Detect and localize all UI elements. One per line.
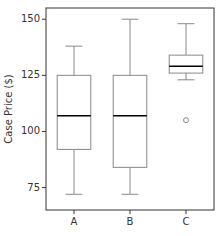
box (169, 55, 203, 73)
x-tick-label: A (71, 216, 78, 227)
y-tick-label: 75 (27, 182, 40, 193)
cap-high (122, 19, 139, 20)
x-tick-label: B (127, 216, 134, 227)
flier (184, 118, 189, 123)
y-tick (42, 19, 46, 20)
chart-container: 75 100 125 150 Case Price ($) A B C (0, 0, 222, 236)
x-tick (130, 210, 131, 214)
x-tick (186, 210, 187, 214)
y-tick-label: 100 (21, 125, 40, 136)
boxes (57, 19, 203, 194)
whisker-low (74, 149, 75, 194)
y-axis-label: Case Price ($) (3, 74, 14, 143)
y-tick (42, 131, 46, 132)
median (169, 66, 203, 68)
page: {"chart_data": {"type": "box", "ylabel":… (0, 0, 222, 236)
cap-low (178, 79, 195, 80)
y-tick-label: 150 (21, 13, 40, 24)
box (113, 75, 147, 167)
x-axis: A B C (71, 210, 190, 227)
cap-high (178, 23, 195, 24)
cap-high (66, 46, 83, 47)
x-tick (74, 210, 75, 214)
box (57, 75, 91, 149)
box-group (113, 19, 147, 194)
median (113, 115, 147, 117)
whisker-high (186, 24, 187, 55)
plot-frame (46, 8, 214, 210)
chart: 75 100 125 150 Case Price ($) A B C (0, 0, 222, 236)
y-axis: 75 100 125 150 (21, 13, 46, 192)
cap-low (66, 194, 83, 195)
whisker-low (186, 73, 187, 80)
whisker-high (74, 46, 75, 75)
box-group (169, 24, 203, 123)
whisker-high (130, 19, 131, 75)
y-tick (42, 75, 46, 76)
box-group (57, 46, 91, 194)
y-tick-label: 125 (21, 69, 40, 80)
whisker-low (130, 167, 131, 194)
y-tick (42, 187, 46, 188)
median (57, 115, 91, 117)
x-tick-label: C (183, 216, 190, 227)
cap-low (122, 194, 139, 195)
